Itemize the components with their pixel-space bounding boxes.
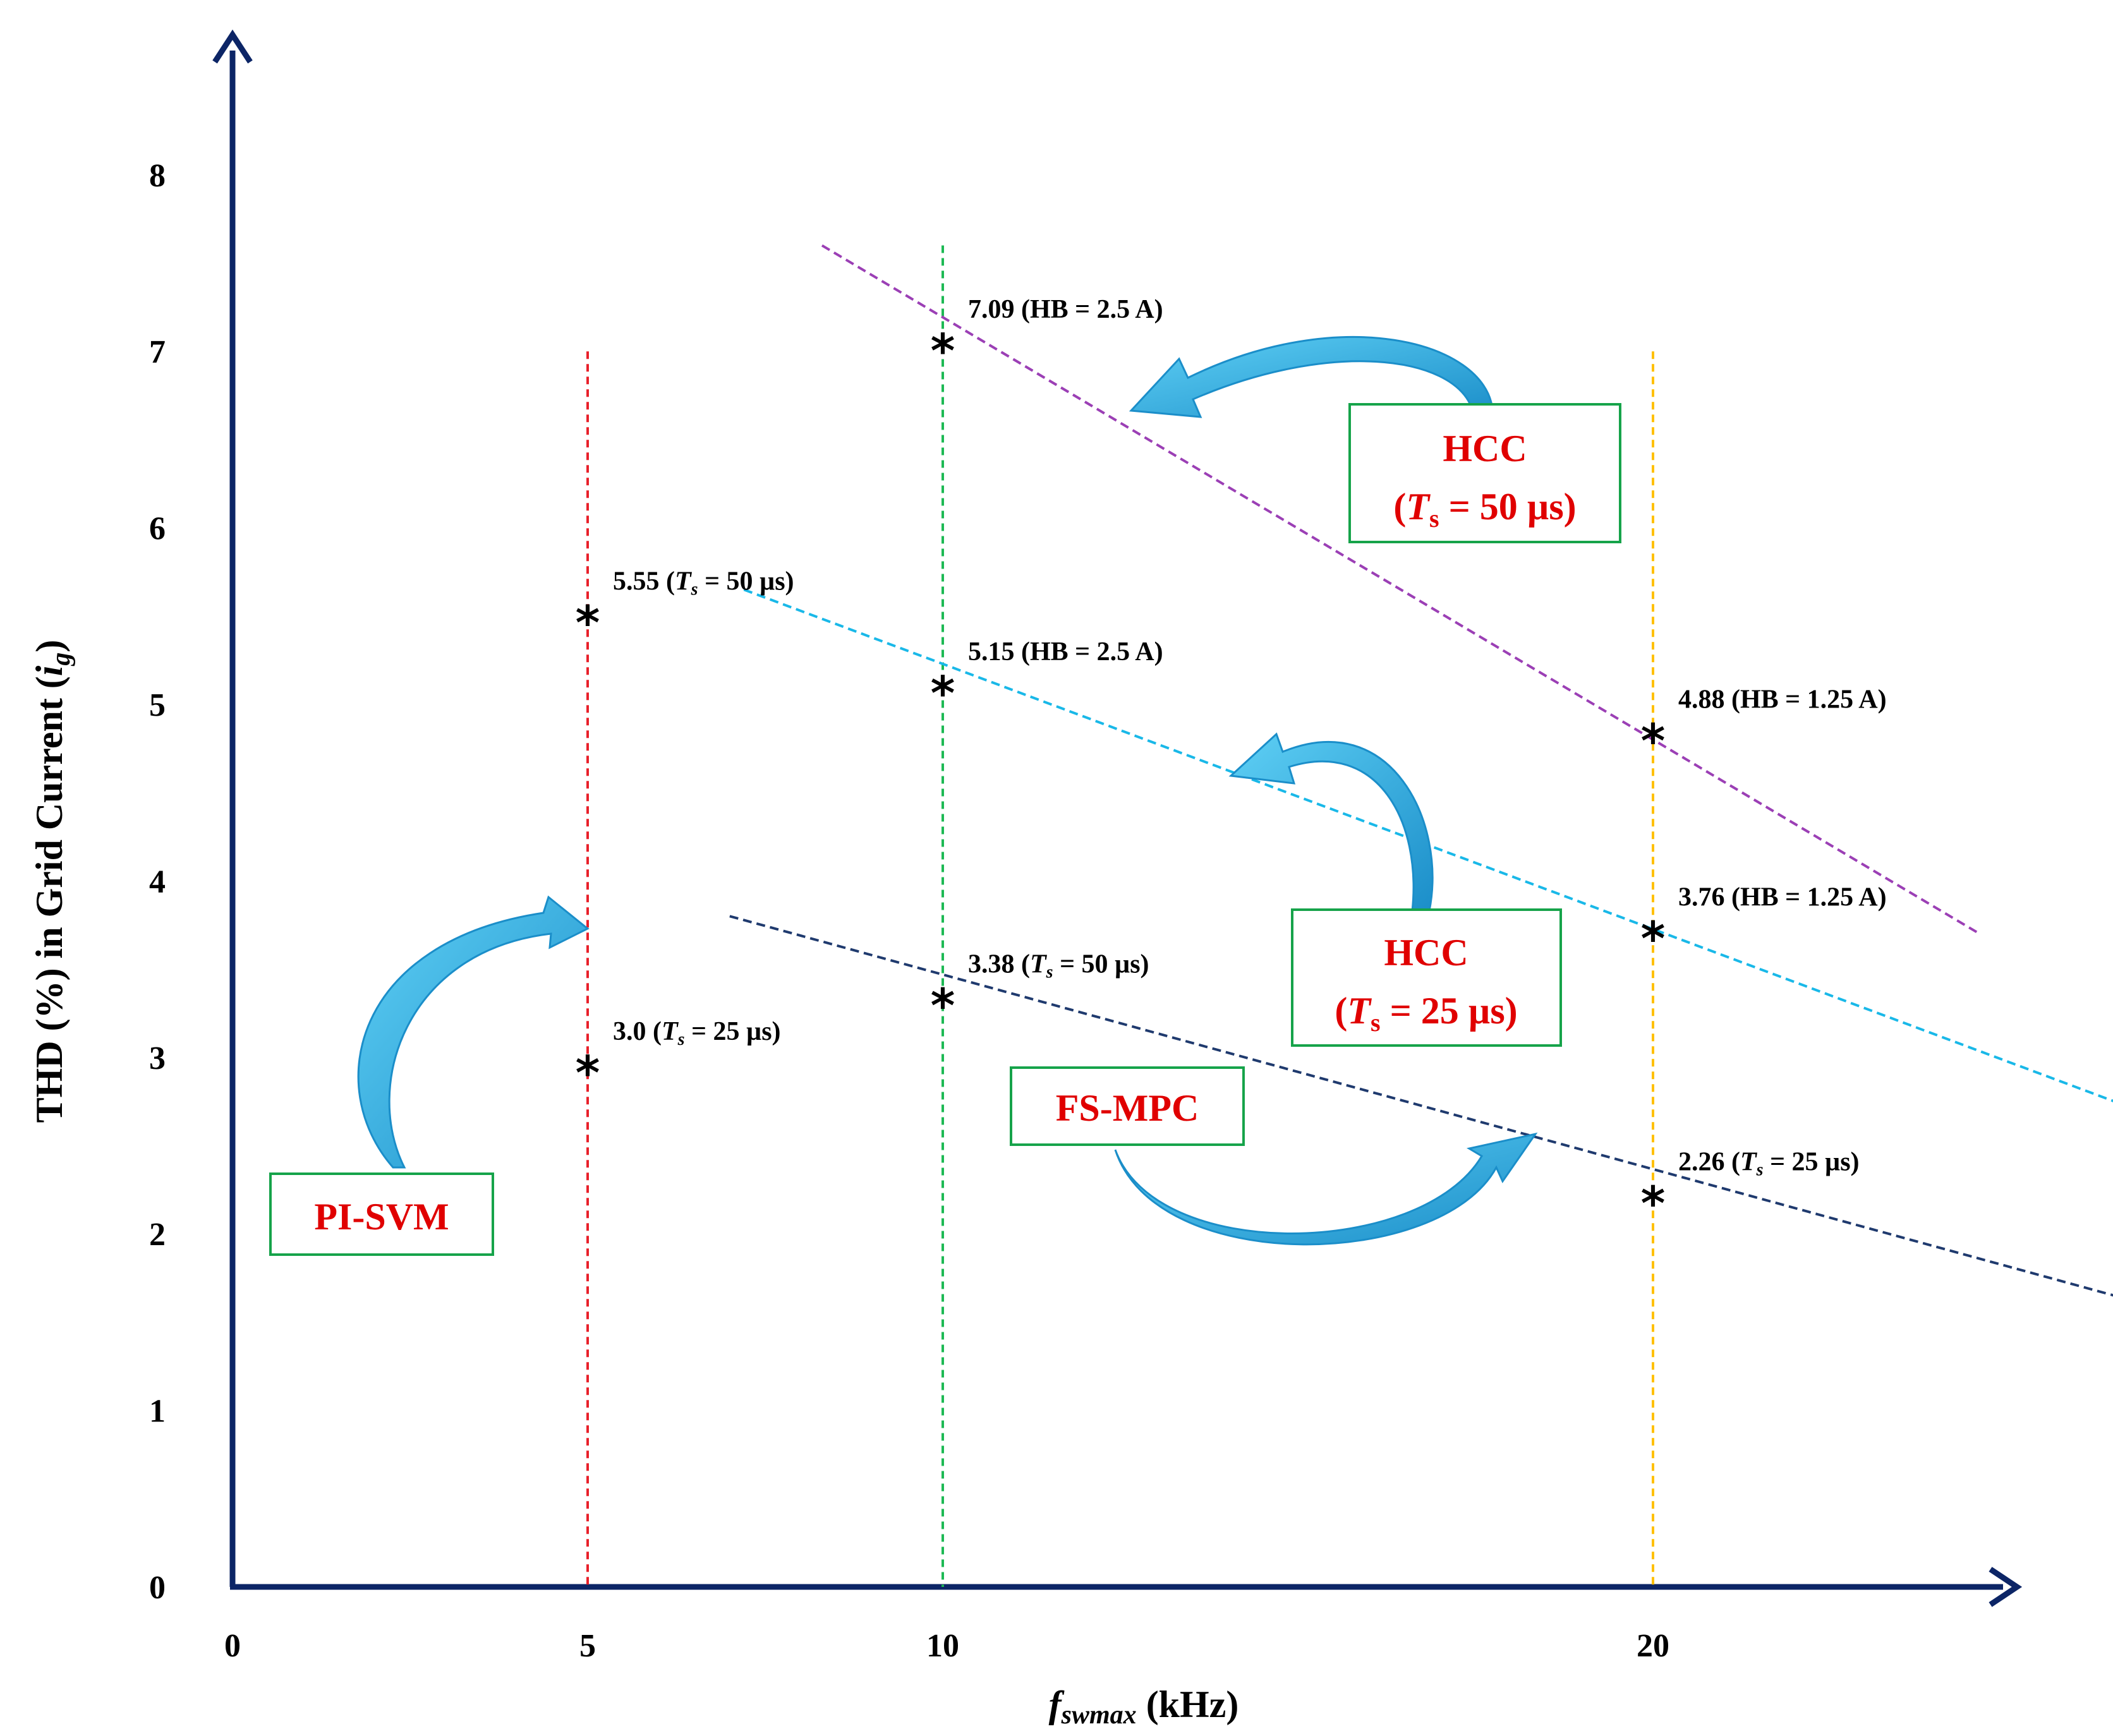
curved-arrows [357, 336, 1538, 1246]
data-point: * 7.09 (HB = 2.5 A) [931, 295, 1163, 378]
point-marker: * [576, 596, 600, 650]
point-marker: * [1641, 714, 1666, 769]
trend-line [729, 915, 2113, 1297]
y-tick-label: 2 [149, 1217, 166, 1253]
y-tick-label: 0 [149, 1570, 166, 1606]
data-point: * 4.88 (HB = 1.25 A) [1641, 685, 1887, 769]
box-hcc25: HCC (Ts = 25 µs) [1291, 908, 1562, 1047]
data-point: * 5.15 (HB = 2.5 A) [931, 637, 1163, 721]
data-point: * 3.0 (Ts = 25 µs) [576, 1017, 781, 1100]
box-pisvm-label: PI-SVM [314, 1196, 449, 1238]
point-marker: * [1641, 1177, 1666, 1231]
box-hcc25-line2: (Ts = 25 µs) [1335, 990, 1517, 1037]
x-tick-label: 0 [224, 1628, 241, 1664]
point-marker: * [576, 1046, 600, 1100]
axes [212, 29, 2023, 1607]
data-points: * 5.55 (Ts = 50 µs) * 3.0 (Ts = 25 µs) * 7.09… [576, 295, 1887, 1231]
point-marker: * [931, 324, 955, 378]
arrow-hcc50 [1129, 336, 1494, 418]
point-label: 5.15 (HB = 2.5 A) [968, 637, 1163, 666]
x-tick-label: 10 [926, 1628, 959, 1664]
box-fsmpc-label: FS-MPC [1056, 1087, 1199, 1129]
vertical-reference-lines [586, 245, 1654, 1587]
x-tick-label: 20 [1637, 1628, 1669, 1664]
box-hcc50-line2: (Ts = 50 µs) [1393, 486, 1576, 533]
box-hcc25-line1: HCC [1384, 932, 1468, 973]
trend-lines [729, 244, 2113, 1297]
data-point: * 5.55 (Ts = 50 µs) [576, 567, 794, 650]
x-axis-arrowhead [1989, 1567, 2023, 1607]
box-hcc50-line1: HCC [1443, 428, 1527, 469]
y-tick-labels: 0 1 2 3 4 5 6 7 8 [149, 158, 166, 1606]
method-boxes: HCC (Ts = 50 µs) HCC (Ts = 25 µs) FS-MPC… [269, 403, 1621, 1256]
arrow-fsmpc [1114, 1132, 1538, 1246]
point-marker: * [1641, 912, 1666, 966]
y-axis-arrowhead [212, 29, 253, 64]
x-tick-label: 5 [579, 1628, 596, 1664]
point-label: 4.88 (HB = 1.25 A) [1678, 685, 1887, 714]
data-point: * 3.76 (HB = 1.25 A) [1641, 883, 1887, 966]
point-marker: * [931, 666, 955, 721]
box-fsmpc: FS-MPC [1010, 1066, 1245, 1146]
y-tick-label: 6 [149, 511, 166, 547]
box-pisvm: PI-SVM [269, 1172, 494, 1256]
y-axis-label: THD (%) in Grid Current (ig) [28, 640, 76, 1123]
point-label: 3.0 (Ts = 25 µs) [613, 1017, 781, 1049]
trend-line [821, 244, 1981, 935]
box-hcc50: HCC (Ts = 50 µs) [1348, 403, 1621, 543]
y-tick-label: 1 [149, 1394, 166, 1430]
y-tick-label: 3 [149, 1040, 166, 1076]
point-label: 2.26 (Ts = 25 µs) [1678, 1148, 1860, 1180]
data-point: * 3.38 (Ts = 50 µs) [931, 950, 1149, 1034]
arrow-pisvm [357, 895, 590, 1169]
point-label: 7.09 (HB = 2.5 A) [968, 295, 1163, 324]
y-tick-label: 7 [149, 334, 166, 370]
y-tick-label: 5 [149, 687, 166, 723]
point-label: 5.55 (Ts = 50 µs) [613, 567, 794, 599]
point-label: 3.76 (HB = 1.25 A) [1678, 883, 1887, 912]
point-label: 3.38 (Ts = 50 µs) [968, 950, 1149, 982]
x-axis-label: fswmax (kHz) [1049, 1684, 1239, 1730]
y-tick-label: 8 [149, 158, 166, 194]
point-marker: * [931, 979, 955, 1034]
arrow-hcc25 [1228, 732, 1434, 912]
x-tick-labels: 0 5 10 20 [224, 1628, 1669, 1664]
y-tick-label: 4 [149, 864, 166, 900]
data-point: * 2.26 (Ts = 25 µs) [1641, 1148, 1860, 1231]
